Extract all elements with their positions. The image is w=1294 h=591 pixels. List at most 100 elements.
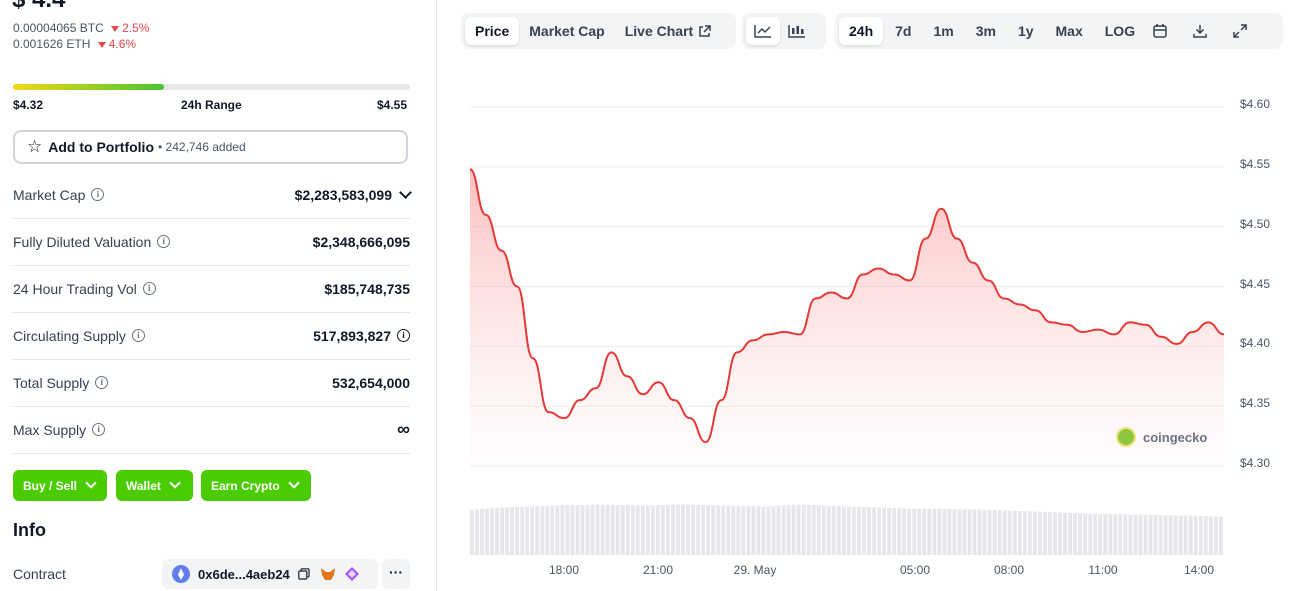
wallet-button[interactable]: Wallet	[116, 470, 193, 501]
portfolio-label: Add to Portfolio	[48, 139, 155, 155]
tab-1m[interactable]: 1m	[933, 23, 954, 39]
volume-bar	[1219, 516, 1223, 555]
x-axis-tick-label: 29. May	[733, 563, 777, 577]
earn-crypto-button[interactable]: Earn Crypto	[201, 470, 311, 501]
info-icon[interactable]: i	[131, 329, 145, 342]
volume-bar	[505, 507, 509, 555]
diamond-icon[interactable]	[344, 566, 360, 582]
volume-bar	[545, 505, 550, 555]
tab-price[interactable]: Price	[465, 17, 520, 45]
volume-bar	[575, 505, 580, 555]
fullscreen-button[interactable]	[1225, 17, 1255, 45]
y-axis-tick-label: $4.60	[1240, 97, 1271, 111]
x-axis-tick-label: 18:00	[548, 563, 580, 577]
volume-bar	[1017, 511, 1022, 555]
volume-bar	[485, 508, 489, 555]
stat-label: Max Supply i	[13, 422, 106, 438]
metamask-icon[interactable]	[320, 567, 336, 581]
volume-bar	[605, 504, 610, 555]
volume-bar	[1168, 515, 1173, 555]
volume-bar	[651, 505, 655, 555]
volume-bar	[947, 509, 952, 555]
contract-address[interactable]: 0x6de...4aeb24	[162, 559, 378, 589]
stat-label: Market Cap i	[13, 187, 105, 203]
volume-bar	[741, 505, 746, 555]
price-line	[469, 168, 1225, 444]
contract-label: Contract	[13, 566, 66, 582]
tab-live-chart[interactable]: Live Chart	[615, 17, 721, 45]
volume-bar	[917, 508, 922, 555]
supply-info-icon[interactable]: i	[397, 329, 410, 342]
volume-bar	[1208, 516, 1213, 555]
volume-bar	[1183, 515, 1188, 555]
chevron-down-icon	[399, 185, 412, 199]
volume-bar	[525, 506, 530, 555]
calendar-button[interactable]	[1145, 17, 1175, 45]
down-arrow-icon	[97, 41, 106, 48]
add-to-portfolio-button[interactable]: ☆ Add to Portfolio • 242,746 added	[13, 130, 408, 164]
volume-bar	[721, 505, 726, 555]
volume-bar	[786, 504, 791, 555]
portfolio-count: • 242,746 added	[158, 140, 246, 154]
volume-bar	[1123, 514, 1128, 555]
volume-bar	[1178, 515, 1183, 555]
volume-bar	[625, 505, 630, 555]
volume-bar	[726, 505, 731, 555]
line-chart-button[interactable]	[746, 17, 780, 45]
tab-3m[interactable]: 3m	[975, 23, 996, 39]
external-link-icon	[699, 24, 711, 37]
btc-value: 0.00004065 BTC	[13, 21, 104, 35]
volume-bar	[972, 509, 977, 555]
range-low: $4.32	[13, 98, 44, 112]
volume-bar	[847, 506, 851, 555]
chevron-down-icon	[85, 477, 97, 489]
volume-bar	[615, 505, 620, 555]
tab-market-cap[interactable]: Market Cap	[529, 23, 605, 39]
price-area	[470, 169, 1224, 466]
copy-icon[interactable]	[297, 568, 310, 580]
volume-bar	[912, 508, 917, 555]
volume-bar	[1058, 512, 1062, 555]
range-high: $4.55	[377, 98, 408, 112]
info-icon[interactable]: i	[157, 235, 171, 248]
chart-type-tabs: Price Market Cap Live Chart	[461, 13, 736, 49]
tab-24h[interactable]: 24h	[839, 17, 884, 45]
stat-label: Fully Diluted Valuation i	[13, 234, 171, 250]
volume-bar	[952, 509, 957, 555]
volume-bar	[1093, 513, 1098, 555]
eth-change: 4.6%	[97, 37, 136, 51]
volume-bar	[645, 505, 650, 555]
tab-log[interactable]: LOG	[1104, 23, 1136, 39]
candlestick-icon	[788, 25, 805, 38]
buy-sell-button[interactable]: Buy / Sell	[13, 470, 107, 501]
info-icon[interactable]: i	[142, 282, 156, 295]
stat-value[interactable]: $2,283,583,099	[295, 185, 412, 203]
volume-bar	[640, 505, 645, 555]
volume-bar	[681, 504, 685, 555]
volume-bar	[867, 507, 871, 555]
volume-bar	[666, 504, 670, 555]
x-axis-tick-label: 08:00	[993, 563, 1025, 577]
tab-1y[interactable]: 1y	[1017, 23, 1034, 39]
volume-bar	[736, 505, 741, 555]
volume-bar	[490, 508, 494, 555]
volume-bar	[560, 505, 565, 555]
volume-bar	[761, 506, 766, 555]
volume-bar	[937, 508, 942, 555]
info-icon[interactable]: i	[95, 376, 109, 389]
volume-bar	[816, 505, 821, 555]
volume-bar	[1048, 512, 1052, 555]
volume-bar	[1108, 513, 1113, 555]
tab-7d[interactable]: 7d	[895, 23, 912, 39]
tab-max[interactable]: Max	[1055, 23, 1083, 39]
info-icon[interactable]: i	[92, 423, 106, 436]
download-button[interactable]	[1185, 17, 1215, 45]
line-chart-icon	[754, 25, 771, 38]
volume-bar	[1098, 513, 1103, 555]
down-arrow-icon	[111, 25, 120, 32]
more-options-button[interactable]: ···	[382, 559, 410, 589]
info-icon[interactable]: i	[91, 188, 105, 201]
expand-icon	[1233, 24, 1247, 38]
y-axis-tick-label: $4.40	[1240, 336, 1271, 351]
candlestick-button[interactable]	[780, 17, 814, 45]
